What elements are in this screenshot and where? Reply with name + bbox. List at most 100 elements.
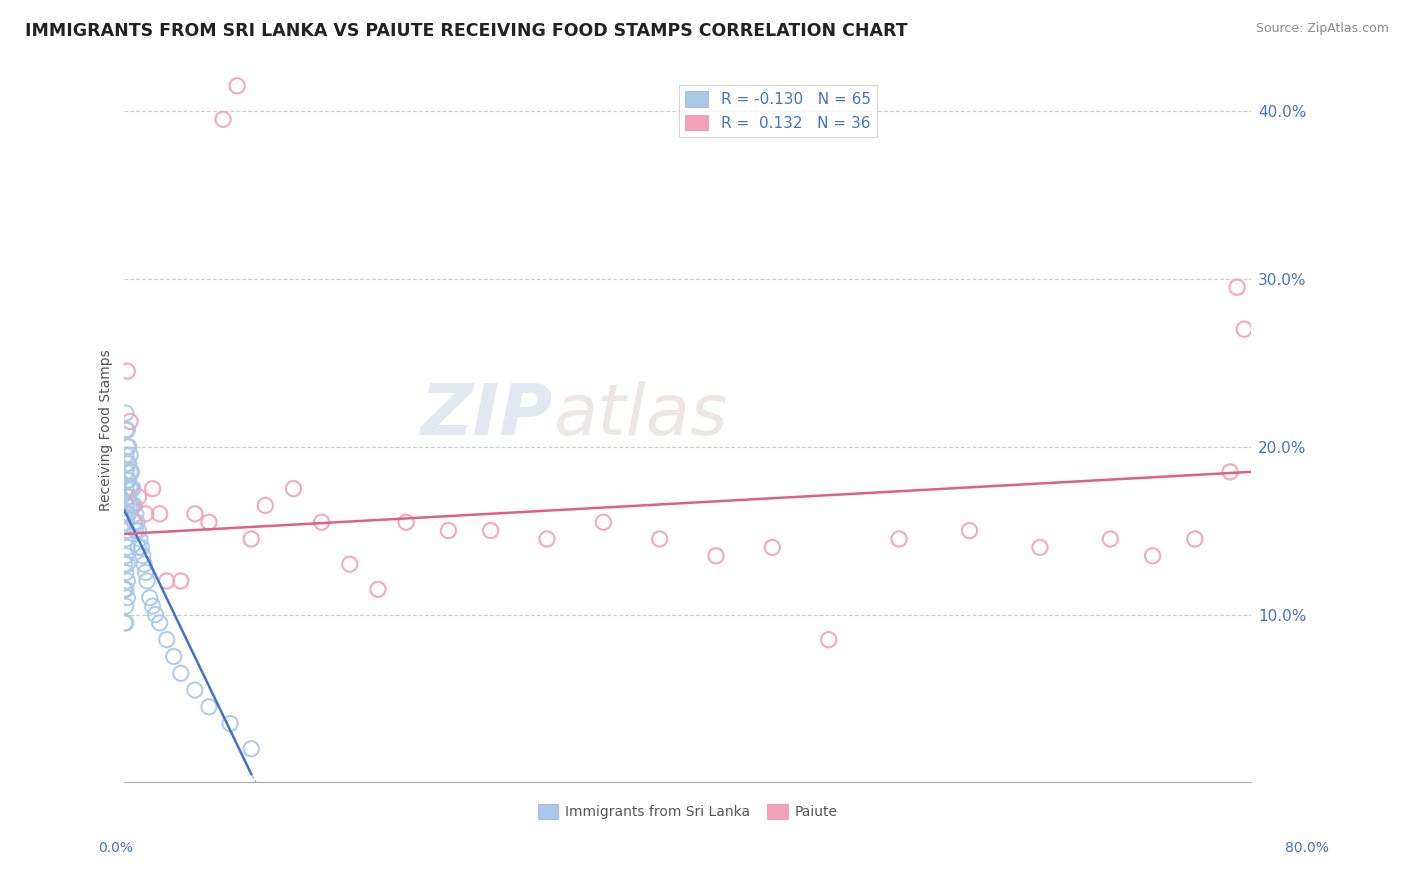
Point xyxy=(139,591,162,605)
Point xyxy=(437,524,460,538)
Point xyxy=(117,591,139,605)
Point xyxy=(311,515,333,529)
Point xyxy=(117,423,139,437)
Point xyxy=(122,482,145,496)
Point xyxy=(127,515,149,529)
Point xyxy=(184,683,207,698)
Text: 80.0%: 80.0% xyxy=(1285,841,1329,855)
Point xyxy=(117,490,139,504)
Point xyxy=(114,615,136,630)
Point xyxy=(219,716,242,731)
Point xyxy=(142,482,165,496)
Point xyxy=(131,541,153,555)
Point xyxy=(115,599,138,614)
Point xyxy=(184,507,207,521)
Point xyxy=(120,482,142,496)
Point xyxy=(120,415,142,429)
Point xyxy=(1099,532,1122,546)
Point xyxy=(115,515,138,529)
Point xyxy=(125,524,148,538)
Text: 0.0%: 0.0% xyxy=(98,841,134,855)
Point xyxy=(124,515,146,529)
Point xyxy=(117,557,139,571)
Point xyxy=(226,78,249,93)
Point xyxy=(887,532,910,546)
Point xyxy=(817,632,839,647)
Point xyxy=(592,515,614,529)
Point xyxy=(117,473,139,487)
Point xyxy=(1226,280,1249,294)
Point xyxy=(121,482,143,496)
Point xyxy=(240,741,263,756)
Point xyxy=(117,440,139,454)
Point xyxy=(761,541,783,555)
Text: Source: ZipAtlas.com: Source: ZipAtlas.com xyxy=(1256,22,1389,36)
Point xyxy=(115,549,138,563)
Point xyxy=(129,532,152,546)
Point xyxy=(117,541,139,555)
Point xyxy=(118,473,141,487)
Text: atlas: atlas xyxy=(553,381,727,450)
Point xyxy=(149,507,172,521)
Point xyxy=(128,490,150,504)
Point xyxy=(395,515,418,529)
Point xyxy=(115,465,138,479)
Point xyxy=(120,448,142,462)
Point xyxy=(339,557,361,571)
Point xyxy=(135,566,157,580)
Point xyxy=(118,507,141,521)
Text: ZIP: ZIP xyxy=(420,381,553,450)
Point xyxy=(536,532,558,546)
Point xyxy=(120,465,142,479)
Point xyxy=(1184,532,1206,546)
Point xyxy=(156,574,179,588)
Point xyxy=(121,465,143,479)
Point xyxy=(115,615,138,630)
Point xyxy=(1233,322,1256,336)
Point xyxy=(118,440,141,454)
Point xyxy=(115,406,138,420)
Point xyxy=(170,666,193,681)
Point xyxy=(114,582,136,597)
Point xyxy=(117,364,139,378)
Point xyxy=(198,699,221,714)
Point xyxy=(132,549,155,563)
Point xyxy=(212,112,235,127)
Point xyxy=(163,649,186,664)
Point xyxy=(134,557,156,571)
Text: IMMIGRANTS FROM SRI LANKA VS PAIUTE RECEIVING FOOD STAMPS CORRELATION CHART: IMMIGRANTS FROM SRI LANKA VS PAIUTE RECE… xyxy=(25,22,908,40)
Point xyxy=(142,599,165,614)
Point xyxy=(117,507,139,521)
Point xyxy=(959,524,981,538)
Point xyxy=(114,557,136,571)
Point xyxy=(240,532,263,546)
Point xyxy=(115,566,138,580)
Point xyxy=(1029,541,1052,555)
Point xyxy=(120,499,142,513)
Point xyxy=(135,507,157,521)
Point xyxy=(121,499,143,513)
Point xyxy=(117,574,139,588)
Point xyxy=(283,482,305,496)
Point xyxy=(124,499,146,513)
Point xyxy=(254,499,277,513)
Point xyxy=(117,457,139,471)
Point xyxy=(198,515,221,529)
Point xyxy=(479,524,502,538)
Point xyxy=(115,482,138,496)
Point xyxy=(704,549,727,563)
Point xyxy=(367,582,389,597)
Point xyxy=(128,541,150,555)
Point xyxy=(118,457,141,471)
Point xyxy=(145,607,167,622)
Point xyxy=(118,490,141,504)
Point xyxy=(648,532,671,546)
Point xyxy=(156,632,179,647)
Point xyxy=(115,499,138,513)
Point xyxy=(128,524,150,538)
Point xyxy=(115,448,138,462)
Point xyxy=(170,574,193,588)
Point xyxy=(125,507,148,521)
Point xyxy=(149,615,172,630)
Point xyxy=(122,499,145,513)
